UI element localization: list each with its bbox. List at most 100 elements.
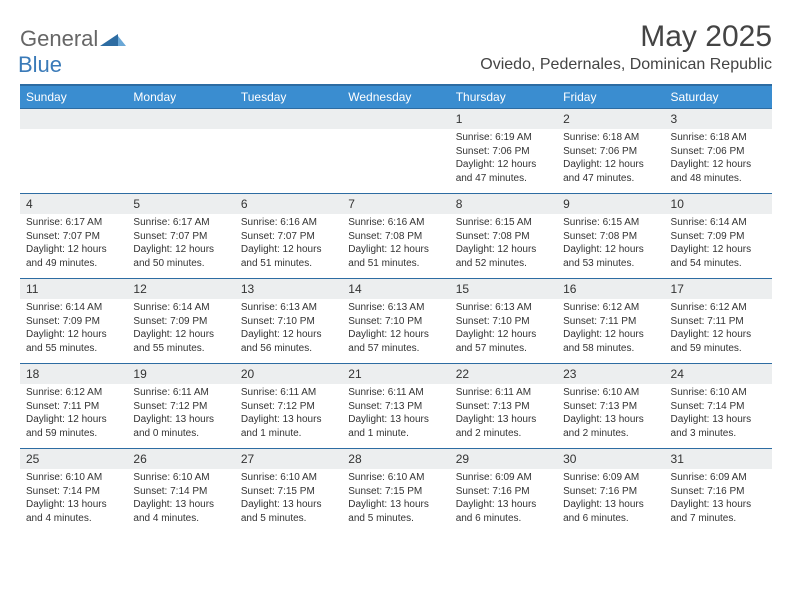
day-detail-line: Daylight: 13 hours xyxy=(133,498,228,512)
day-detail-line: Daylight: 12 hours xyxy=(563,328,658,342)
day-detail-line: Sunset: 7:11 PM xyxy=(563,315,658,329)
day-detail-line: Sunset: 7:08 PM xyxy=(348,230,443,244)
week-text-row: Sunrise: 6:10 AMSunset: 7:14 PMDaylight:… xyxy=(20,469,772,533)
day-cell-text: Sunrise: 6:14 AMSunset: 7:09 PMDaylight:… xyxy=(20,299,127,364)
day-number: 15 xyxy=(450,279,557,299)
day-cell-text: Sunrise: 6:12 AMSunset: 7:11 PMDaylight:… xyxy=(665,299,772,364)
day-cell-num: 4 xyxy=(20,194,127,215)
day-detail-line: Sunrise: 6:09 AM xyxy=(671,471,766,485)
day-details xyxy=(127,129,234,193)
day-detail-line: Sunset: 7:06 PM xyxy=(671,145,766,159)
day-number: 24 xyxy=(665,364,772,384)
day-cell-num: 8 xyxy=(450,194,557,215)
day-details: Sunrise: 6:14 AMSunset: 7:09 PMDaylight:… xyxy=(20,299,127,363)
day-number: 5 xyxy=(127,194,234,214)
day-number: 8 xyxy=(450,194,557,214)
day-number: 19 xyxy=(127,364,234,384)
day-detail-line: Sunrise: 6:12 AM xyxy=(563,301,658,315)
day-details: Sunrise: 6:18 AMSunset: 7:06 PMDaylight:… xyxy=(665,129,772,193)
day-detail-line: Daylight: 12 hours xyxy=(563,243,658,257)
day-detail-line: Sunset: 7:07 PM xyxy=(26,230,121,244)
day-cell-num xyxy=(342,109,449,130)
day-detail-line: Daylight: 12 hours xyxy=(133,243,228,257)
day-cell-num: 31 xyxy=(665,449,772,470)
day-details: Sunrise: 6:12 AMSunset: 7:11 PMDaylight:… xyxy=(20,384,127,448)
day-detail-line: Sunrise: 6:10 AM xyxy=(26,471,121,485)
day-detail-line: Daylight: 13 hours xyxy=(26,498,121,512)
day-detail-line: and 5 minutes. xyxy=(241,512,336,526)
day-detail-line: Sunset: 7:11 PM xyxy=(671,315,766,329)
day-number: 12 xyxy=(127,279,234,299)
day-detail-line: Sunrise: 6:11 AM xyxy=(348,386,443,400)
day-detail-line: and 3 minutes. xyxy=(671,427,766,441)
day-detail-line: Daylight: 13 hours xyxy=(241,498,336,512)
week-daynum-row: 123 xyxy=(20,109,772,130)
day-detail-line: Sunset: 7:09 PM xyxy=(133,315,228,329)
day-cell-num: 10 xyxy=(665,194,772,215)
day-cell-text: Sunrise: 6:09 AMSunset: 7:16 PMDaylight:… xyxy=(450,469,557,533)
day-number: 20 xyxy=(235,364,342,384)
day-detail-line: Sunrise: 6:09 AM xyxy=(456,471,551,485)
day-cell-num: 25 xyxy=(20,449,127,470)
day-detail-line: Daylight: 13 hours xyxy=(563,413,658,427)
day-detail-line: and 0 minutes. xyxy=(133,427,228,441)
day-cell-text: Sunrise: 6:16 AMSunset: 7:08 PMDaylight:… xyxy=(342,214,449,279)
day-details: Sunrise: 6:12 AMSunset: 7:11 PMDaylight:… xyxy=(557,299,664,363)
day-number: 17 xyxy=(665,279,772,299)
day-detail-line: Daylight: 12 hours xyxy=(26,413,121,427)
day-cell-text: Sunrise: 6:14 AMSunset: 7:09 PMDaylight:… xyxy=(127,299,234,364)
day-detail-line: and 5 minutes. xyxy=(348,512,443,526)
day-cell-num: 30 xyxy=(557,449,664,470)
day-cell-num: 29 xyxy=(450,449,557,470)
day-detail-line: Sunrise: 6:19 AM xyxy=(456,131,551,145)
day-cell-num: 1 xyxy=(450,109,557,130)
day-number: 26 xyxy=(127,449,234,469)
day-detail-line: Daylight: 12 hours xyxy=(671,328,766,342)
day-detail-line: and 53 minutes. xyxy=(563,257,658,271)
day-detail-line: and 50 minutes. xyxy=(133,257,228,271)
day-detail-line: and 47 minutes. xyxy=(456,172,551,186)
day-number xyxy=(127,109,234,115)
day-number: 30 xyxy=(557,449,664,469)
day-cell-num: 6 xyxy=(235,194,342,215)
day-detail-line: and 1 minute. xyxy=(241,427,336,441)
day-details: Sunrise: 6:14 AMSunset: 7:09 PMDaylight:… xyxy=(665,214,772,278)
day-details: Sunrise: 6:10 AMSunset: 7:15 PMDaylight:… xyxy=(342,469,449,533)
day-detail-line: Daylight: 13 hours xyxy=(671,413,766,427)
day-number: 21 xyxy=(342,364,449,384)
day-detail-line: Sunset: 7:13 PM xyxy=(456,400,551,414)
day-detail-line: Daylight: 12 hours xyxy=(26,328,121,342)
day-detail-line: Sunset: 7:07 PM xyxy=(133,230,228,244)
day-detail-line: Sunset: 7:09 PM xyxy=(671,230,766,244)
day-detail-line: and 4 minutes. xyxy=(26,512,121,526)
logo-text-blue: Blue xyxy=(18,52,62,77)
day-cell-text: Sunrise: 6:10 AMSunset: 7:14 PMDaylight:… xyxy=(20,469,127,533)
day-cell-num: 7 xyxy=(342,194,449,215)
day-cell-text: Sunrise: 6:15 AMSunset: 7:08 PMDaylight:… xyxy=(450,214,557,279)
day-header-row: SundayMondayTuesdayWednesdayThursdayFrid… xyxy=(20,86,772,109)
day-cell-text: Sunrise: 6:17 AMSunset: 7:07 PMDaylight:… xyxy=(20,214,127,279)
day-detail-line: Sunrise: 6:17 AM xyxy=(26,216,121,230)
day-detail-line: Daylight: 13 hours xyxy=(671,498,766,512)
day-details: Sunrise: 6:10 AMSunset: 7:14 PMDaylight:… xyxy=(20,469,127,533)
day-detail-line: and 59 minutes. xyxy=(26,427,121,441)
day-detail-line: Sunset: 7:11 PM xyxy=(26,400,121,414)
day-cell-text: Sunrise: 6:13 AMSunset: 7:10 PMDaylight:… xyxy=(235,299,342,364)
day-detail-line: Sunrise: 6:18 AM xyxy=(563,131,658,145)
day-detail-line: Daylight: 13 hours xyxy=(348,413,443,427)
day-detail-line: and 51 minutes. xyxy=(348,257,443,271)
day-details: Sunrise: 6:17 AMSunset: 7:07 PMDaylight:… xyxy=(127,214,234,278)
day-detail-line: Sunrise: 6:13 AM xyxy=(456,301,551,315)
day-detail-line: Sunset: 7:14 PM xyxy=(26,485,121,499)
day-details: Sunrise: 6:16 AMSunset: 7:07 PMDaylight:… xyxy=(235,214,342,278)
day-cell-num: 18 xyxy=(20,364,127,385)
day-details: Sunrise: 6:16 AMSunset: 7:08 PMDaylight:… xyxy=(342,214,449,278)
day-details: Sunrise: 6:19 AMSunset: 7:06 PMDaylight:… xyxy=(450,129,557,193)
day-number: 27 xyxy=(235,449,342,469)
week-daynum-row: 25262728293031 xyxy=(20,449,772,470)
day-details: Sunrise: 6:14 AMSunset: 7:09 PMDaylight:… xyxy=(127,299,234,363)
day-detail-line: Sunrise: 6:11 AM xyxy=(241,386,336,400)
day-cell-num: 3 xyxy=(665,109,772,130)
day-detail-line: Sunset: 7:09 PM xyxy=(26,315,121,329)
day-detail-line: and 47 minutes. xyxy=(563,172,658,186)
